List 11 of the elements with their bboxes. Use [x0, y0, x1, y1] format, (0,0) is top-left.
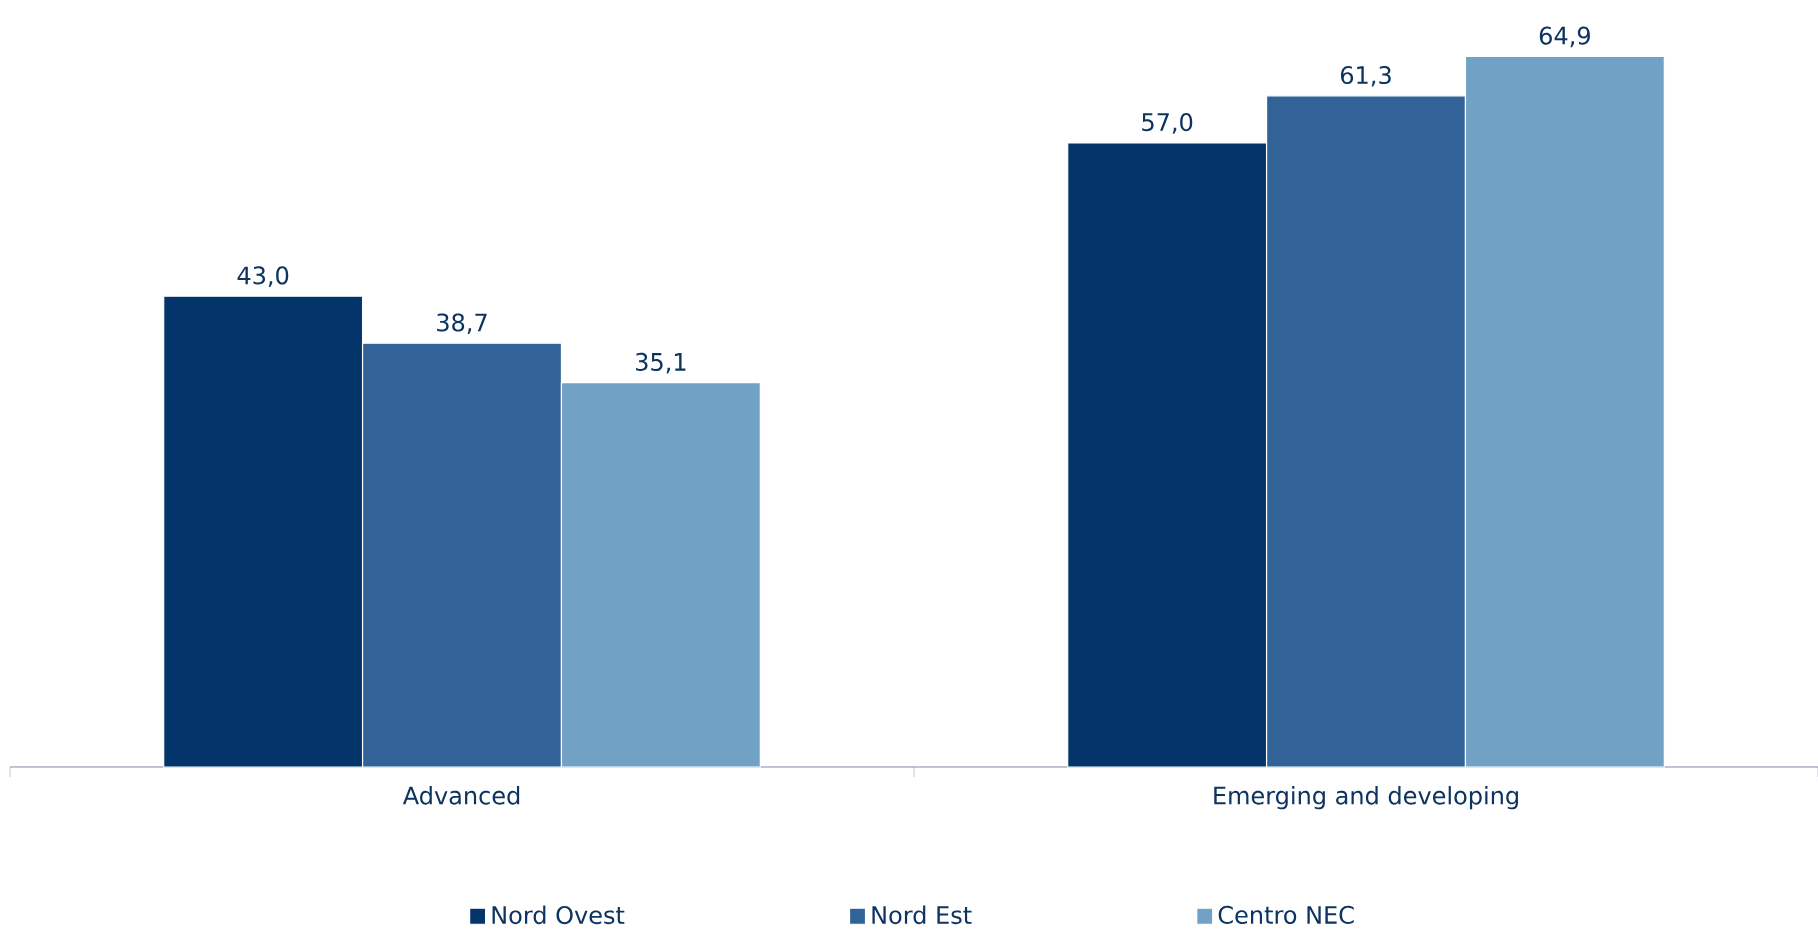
legend-label: Nord Ovest: [492, 905, 625, 925]
legend-label: Centro NEC: [1218, 905, 1354, 924]
data-label: 43,0: [237, 266, 289, 287]
data-label: 35,1: [635, 352, 686, 374]
x-tick-label: Emerging and developing: [1214, 786, 1518, 810]
x-tick-label: Advanced: [402, 786, 520, 805]
data-label: 38,7: [437, 313, 487, 334]
data-label: 57,0: [1142, 113, 1193, 134]
legend-label: Nord Est: [872, 905, 972, 925]
data-label: 61,3: [1340, 65, 1391, 87]
data-label: 64,9: [1539, 26, 1590, 48]
